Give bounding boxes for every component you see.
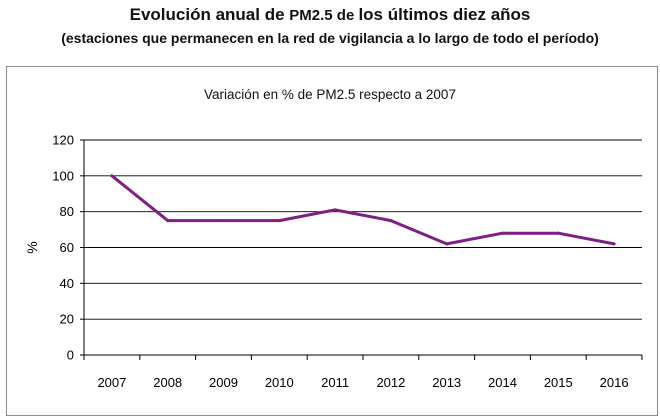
data-point-2014 <box>501 231 504 235</box>
xtick-label-2010: 2010 <box>265 375 294 390</box>
data-point-2010 <box>277 219 281 223</box>
chart-heading: Evolución anual de PM2.5 de los últimos … <box>0 4 660 48</box>
ytick-label-100: 100 <box>52 168 74 183</box>
ytick-label-60: 60 <box>60 240 74 255</box>
chart-title: Variación en % de PM2.5 respecto a 2007 <box>204 87 456 102</box>
heading-title-de: de <box>332 7 359 24</box>
data-point-2007 <box>110 174 114 178</box>
data-point-2011 <box>333 208 337 212</box>
heading-subtitle: (estaciones que permanecen en la red de … <box>61 30 599 46</box>
xtick-label-2007: 2007 <box>97 375 126 390</box>
data-point-2012 <box>389 219 393 223</box>
ytick-label-0: 0 <box>67 348 74 363</box>
xtick-label-2009: 2009 <box>209 375 238 390</box>
chart-frame <box>6 66 658 416</box>
ytick-label-120: 120 <box>52 133 74 148</box>
xtick-label-2008: 2008 <box>153 375 182 390</box>
heading-title-part2: los últimos diez años <box>358 5 531 24</box>
xtick-label-2012: 2012 <box>376 375 405 390</box>
data-point-2009 <box>222 219 225 223</box>
ytick-label-80: 80 <box>60 204 74 219</box>
ytick-label-40: 40 <box>60 276 74 291</box>
heading-title: Evolución anual de PM2.5 de los últimos … <box>0 4 660 27</box>
heading-title-pm: PM2.5 <box>289 7 333 24</box>
xtick-label-2011: 2011 <box>321 375 349 390</box>
xtick-label-2016: 2016 <box>600 375 629 390</box>
xtick-label-2014: 2014 <box>488 375 517 390</box>
data-point-2013 <box>445 242 449 246</box>
data-point-2008 <box>166 219 170 223</box>
heading-title-part1: Evolución anual de <box>129 5 290 24</box>
xtick-label-2013: 2013 <box>432 375 461 390</box>
y-axis-label: % <box>24 241 40 253</box>
data-point-2015 <box>556 231 560 235</box>
data-point-2016 <box>612 242 616 246</box>
ytick-label-20: 20 <box>60 312 74 327</box>
series-line-0 <box>110 174 616 246</box>
xtick-label-2015: 2015 <box>544 375 573 390</box>
